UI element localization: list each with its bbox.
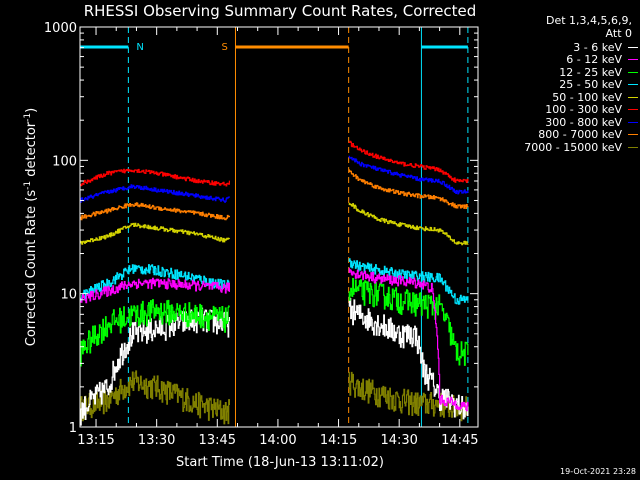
legend-swatch xyxy=(628,96,638,98)
series-line xyxy=(79,299,230,367)
legend-swatch xyxy=(628,71,638,73)
legend-entry: 25 - 50 keV xyxy=(478,78,638,92)
legend-entry: 12 - 25 keV xyxy=(478,66,638,79)
legend-swatch xyxy=(628,46,638,48)
render-timestamp: 19-Oct-2021 23:28 xyxy=(560,467,636,476)
chart-title: RHESSI Observing Summary Count Rates, Co… xyxy=(83,2,477,20)
flag-label: S xyxy=(221,42,227,53)
data-series-group xyxy=(79,140,469,426)
series-line xyxy=(348,169,469,209)
legend-entry: 100 - 300 keV xyxy=(478,103,638,117)
y-tick-label: 1 xyxy=(69,421,77,436)
series-line xyxy=(79,168,230,187)
plot-frame xyxy=(79,26,479,428)
legend-swatch xyxy=(628,134,638,136)
legend-swatch xyxy=(628,121,638,123)
flag-label: N xyxy=(136,42,143,53)
y-tick-label: 10 xyxy=(60,288,77,303)
series-line xyxy=(348,202,469,246)
spacecraft-flag-lines xyxy=(79,27,469,427)
legend-label: 100 - 300 keV xyxy=(545,103,622,117)
legend-entry: 7000 - 15000 keV xyxy=(478,141,638,154)
series-line xyxy=(348,296,469,420)
legend-label: 25 - 50 keV xyxy=(559,78,622,92)
x-axis-label: Start Time (18-Jun-13 13:11:02) xyxy=(176,455,384,470)
y-tick-label: 100 xyxy=(52,154,77,169)
series-line xyxy=(348,267,469,412)
x-tick-label: 14:30 xyxy=(380,433,417,448)
legend-swatch xyxy=(628,84,638,86)
legend-entry: 800 - 7000 keV xyxy=(478,128,638,142)
legend-entry: 6 - 12 keV xyxy=(478,53,638,67)
x-tick-label: 14:00 xyxy=(259,433,296,448)
legend-label: 7000 - 15000 keV xyxy=(524,140,622,154)
legend-swatch xyxy=(628,109,638,111)
x-tick-label: 14:15 xyxy=(320,433,357,448)
legend-label: 12 - 25 keV xyxy=(559,65,622,79)
series-line xyxy=(79,202,230,221)
legend-label: 3 - 6 keV xyxy=(573,40,622,54)
series-line xyxy=(348,258,469,305)
series-line xyxy=(348,155,469,195)
legend-entry: 50 - 100 keV xyxy=(478,91,638,104)
x-tick-label: 13:15 xyxy=(77,433,114,448)
series-line xyxy=(79,222,230,245)
x-tick-label: 14:45 xyxy=(441,433,478,448)
legend-title-line: Det 1,3,4,5,6,9, xyxy=(545,14,632,27)
y-tick-label: 1000 xyxy=(44,21,77,36)
legend-entry: 3 - 6 keV xyxy=(478,41,638,54)
series-line xyxy=(348,140,469,183)
legend-title: Det 1,3,4,5,6,9, Att 0 xyxy=(490,14,632,40)
series-line xyxy=(79,264,230,302)
legend-label: 800 - 7000 keV xyxy=(538,128,622,142)
series-line xyxy=(79,277,230,304)
legend-entry: 300 - 800 keV xyxy=(478,116,638,129)
series-line xyxy=(79,307,230,426)
legend-label: 300 - 800 keV xyxy=(545,115,622,129)
legend-label: 50 - 100 keV xyxy=(552,90,622,104)
legend-label: 6 - 12 keV xyxy=(566,53,622,67)
series-line xyxy=(79,184,230,203)
legend-title-line: Att 0 xyxy=(605,27,632,40)
legend-swatch xyxy=(628,59,638,61)
axes-group: 13:15 13:30 13:45 14:00 14:15 14:30 14:45 1 10 10… xyxy=(44,21,479,448)
series-line xyxy=(348,278,469,366)
y-axis-label: Corrected Count Rate (s-1 detector-1) xyxy=(22,107,40,347)
x-tick-label: 13:30 xyxy=(138,433,175,448)
legend-swatch xyxy=(628,146,638,148)
x-tick-label: 13:45 xyxy=(199,433,236,448)
legend: 3 - 6 keV 6 - 12 keV 12 - 25 keV 25 - 50 ke… xyxy=(478,41,638,154)
